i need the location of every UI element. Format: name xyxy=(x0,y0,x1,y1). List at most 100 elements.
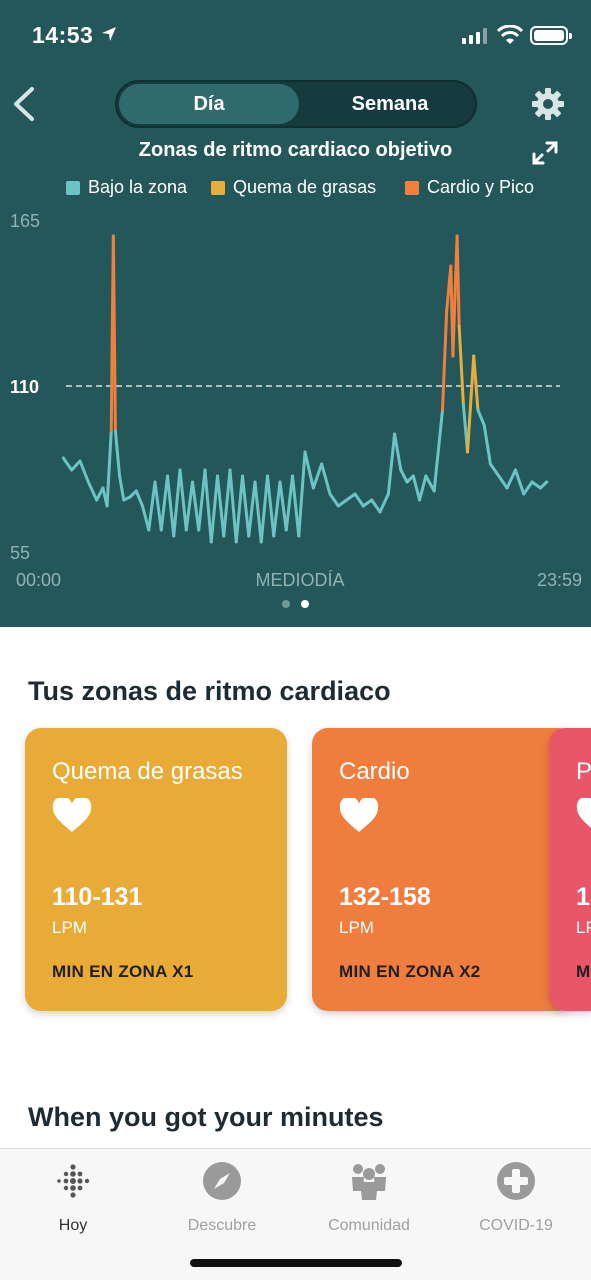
y-tick-label: 165 xyxy=(10,211,40,231)
heart-rate-segment xyxy=(393,432,403,472)
page-indicator xyxy=(0,600,591,610)
heart-rate-segment xyxy=(328,492,340,508)
tab-bar: Hoy Descubre Comunidad COVID-19 xyxy=(0,1148,591,1280)
legend-swatch xyxy=(66,180,80,195)
heart-rate-segment xyxy=(191,480,201,532)
zone-card-cardio[interactable]: Cardio 132-158 LPM MIN EN ZONA X2 xyxy=(312,728,574,1011)
tab-discover[interactable]: Descubre xyxy=(152,1159,292,1234)
heart-rate-segment xyxy=(172,468,182,538)
zone-unit: LPM xyxy=(339,918,374,937)
legend-item-fat-burn: Quema de grasas xyxy=(211,177,376,198)
zone-name: Quema de grasas xyxy=(52,758,243,785)
zone-minutes: MIN EN ZONA X3 xyxy=(576,962,591,981)
heart-rate-segment xyxy=(278,480,288,532)
heart-rate-segment xyxy=(424,474,436,493)
zone-minutes: MIN EN ZONA X2 xyxy=(339,962,481,981)
zone-unit: LPM xyxy=(52,918,87,937)
heart-rate-segment xyxy=(203,468,213,544)
status-time: 14:53 xyxy=(32,22,94,48)
heart-rate-segment xyxy=(378,492,390,514)
chart-legend: Bajo la zona Quema de grasas Cardio y Pi… xyxy=(0,177,591,201)
heart-rate-chart[interactable]: 165 110 55 00:00 MEDIODÍA 23:59 xyxy=(0,205,591,600)
cellular-signal-icon xyxy=(462,28,487,44)
page-dot[interactable] xyxy=(282,600,290,608)
tab-label: Descubre xyxy=(187,1217,257,1234)
zone-unit: LPM xyxy=(576,918,591,937)
location-arrow-icon xyxy=(102,27,116,41)
heart-rate-segment xyxy=(105,429,113,508)
tab-label: Comunidad xyxy=(328,1217,410,1234)
heart-rate-segment xyxy=(505,468,517,490)
heart-rate-segment xyxy=(184,480,194,532)
heart-rate-segment xyxy=(297,450,307,538)
zone-range: 132-158 xyxy=(339,883,431,911)
heart-rate-segment xyxy=(399,468,409,484)
zone-name: Cardio xyxy=(339,758,410,785)
y-tick-label: 55 xyxy=(10,543,30,563)
heart-rate-segment xyxy=(418,474,428,502)
tab-covid[interactable]: COVID-19 xyxy=(446,1159,586,1234)
tab-today[interactable]: Hoy xyxy=(3,1159,143,1234)
zone-minutes: MIN EN ZONA X1 xyxy=(52,962,194,981)
heart-rate-segment xyxy=(497,474,509,490)
fitbit-dots-icon xyxy=(57,1164,90,1198)
heart-rate-segment xyxy=(361,498,374,508)
zones-section-title: Tus zonas de ritmo cardiaco xyxy=(28,676,391,706)
heart-rate-segment xyxy=(209,474,219,544)
zone-range: 110-131 xyxy=(52,883,143,911)
legend-swatch xyxy=(211,180,225,195)
legend-item-cardio-peak: Cardio y Pico xyxy=(405,177,534,198)
heart-rate-segment xyxy=(488,462,501,478)
heart-rate-segment xyxy=(61,456,74,472)
zone-card-peak[interactable]: Pico 159+ LPM MIN EN ZONA X3 xyxy=(549,728,591,1011)
x-tick-label: 00:00 xyxy=(16,570,61,590)
heart-rate-segment xyxy=(457,324,465,406)
legend-label: Bajo la zona xyxy=(88,177,188,197)
x-tick-label: 23:59 xyxy=(537,570,582,590)
heart-rate-segment xyxy=(441,309,449,412)
legend-swatch xyxy=(405,180,419,195)
heart-rate-segment xyxy=(141,504,151,532)
back-chevron-icon[interactable] xyxy=(10,86,40,122)
heart-rate-segment xyxy=(432,408,444,493)
heart-rate-segment xyxy=(345,492,357,502)
heart-rate-segment xyxy=(466,354,476,454)
legend-item-below-zone: Bajo la zona xyxy=(66,177,187,198)
zone-card-fat-burn[interactable]: Quema de grasas 110-131 LPM MIN EN ZONA … xyxy=(25,728,287,1011)
heart-rate-segment xyxy=(476,408,486,427)
expand-icon[interactable] xyxy=(530,139,560,167)
legend-label: Quema de grasas xyxy=(233,177,377,197)
wifi-icon xyxy=(497,25,523,44)
tab-week[interactable]: Semana xyxy=(351,93,429,115)
heart-rate-segment xyxy=(253,480,263,544)
heart-rate-segment xyxy=(70,459,82,472)
heart-rate-segment xyxy=(320,462,332,496)
chart-title: Zonas de ritmo cardiaco objetivo xyxy=(138,139,453,161)
heart-rate-segment xyxy=(78,459,90,484)
heart-icon xyxy=(52,798,92,832)
heart-rate-segment xyxy=(311,462,324,490)
heart-rate-series xyxy=(61,234,549,544)
tab-community[interactable]: Comunidad xyxy=(299,1159,439,1234)
heart-rate-segment xyxy=(178,468,188,532)
heart-rate-segment xyxy=(259,474,269,544)
heart-icon xyxy=(576,798,591,828)
heart-rate-segment xyxy=(538,480,549,490)
heart-rate-segment xyxy=(370,498,382,514)
day-week-toggle[interactable]: Día Semana xyxy=(115,80,477,128)
heart-rate-segment xyxy=(284,474,294,532)
y-tick-label: 110 xyxy=(10,377,39,397)
home-indicator xyxy=(190,1259,402,1267)
heart-rate-segment xyxy=(522,480,534,496)
tab-label: Hoy xyxy=(58,1217,88,1234)
heart-rate-segment xyxy=(111,234,117,433)
gear-icon[interactable] xyxy=(530,86,566,122)
heart-rate-segment xyxy=(303,450,315,490)
tab-day[interactable]: Día xyxy=(119,84,299,124)
heart-rate-segment xyxy=(472,354,480,412)
tab-label: COVID-19 xyxy=(479,1217,553,1234)
x-tick-label: MEDIODÍA xyxy=(255,570,344,590)
heart-rate-segment xyxy=(386,432,397,496)
heart-rate-segment xyxy=(482,423,492,466)
page-dot-active[interactable] xyxy=(301,600,309,608)
